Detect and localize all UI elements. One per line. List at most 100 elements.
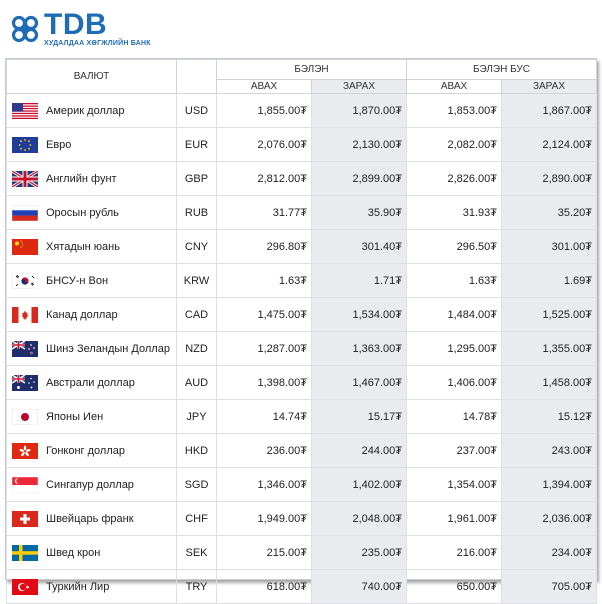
cash-sell-rate: 1,534.00₮ [311,297,407,332]
currency-name: Шинэ Зеландын Доллар [46,342,170,355]
currency-code: CAD [176,297,217,332]
cash-sell-rate: 15.17₮ [311,399,407,434]
noncash-column-header: БЭЛЭН БУС [406,59,597,80]
noncash-buy-rate: 2,082.00₮ [406,127,502,162]
currency-code: RUB [176,195,217,230]
noncash-sell-rate: 2,890.00₮ [501,161,597,196]
table-row: Евро EUR 2,076.00₮ 2,130.00₮ 2,082.00₮ 2,124.… [6,127,597,162]
cash-sell-rate: 235.00₮ [311,535,407,570]
cash-sell-rate: 2,899.00₮ [311,161,407,196]
noncash-sell-rate: 1,525.00₮ [501,297,597,332]
noncash-buy-rate: 2,826.00₮ [406,161,502,196]
cash-buy-rate: 215.00₮ [216,535,312,570]
cash-column-header: БЭЛЭН [216,59,407,80]
noncash-buy-rate: 1,961.00₮ [406,501,502,536]
us-flag-icon [12,102,38,119]
gb-flag-icon [12,170,38,187]
currency-name: Америк доллар [46,104,125,117]
cn-flag-icon [12,238,38,255]
currency-cell: Японы Иен [6,399,177,434]
currency-name: Сингапур доллар [46,478,134,491]
ch-flag-icon [12,510,38,527]
currency-code: EUR [176,127,217,162]
currency-code: JPY [176,399,217,434]
noncash-sell-rate: 234.00₮ [501,535,597,570]
cash-sell-rate: 1,363.00₮ [311,331,407,366]
currency-name: Швед крон [46,546,101,559]
cash-buy-rate: 1,287.00₮ [216,331,312,366]
currency-cell: Гонконг доллар [6,433,177,468]
cash-sell-rate: 2,130.00₮ [311,127,407,162]
cash-sell-header: ЗАРАХ [311,79,407,94]
cash-buy-rate: 1,346.00₮ [216,467,312,502]
cash-sell-rate: 1,467.00₮ [311,365,407,400]
table-row: Швейцарь франк CHF 1,949.00₮ 2,048.00₮ 1,961… [6,501,597,536]
noncash-buy-rate: 1,406.00₮ [406,365,502,400]
noncash-buy-rate: 1,853.00₮ [406,93,502,128]
currency-code: CNY [176,229,217,264]
currency-name: Хятадын юань [46,240,120,253]
ru-flag-icon [12,204,38,221]
currency-name: Туркийн Лир [46,580,110,593]
noncash-buy-rate: 216.00₮ [406,535,502,570]
currency-cell: Хятадын юань [6,229,177,264]
currency-cell: Канад доллар [6,297,177,332]
table-row: Туркийн Лир TRY 618.00₮ 740.00₮ 650.00₮ 705.0… [6,569,597,604]
cash-buy-rate: 236.00₮ [216,433,312,468]
currency-code: KRW [176,263,217,298]
brand-name: TDB [44,8,108,41]
exchange-rate-table: ВАЛЮТ БЭЛЭН БЭЛЭН БУС АВАХ ЗАРАХ АВАХ ЗА… [5,58,597,604]
currency-cell: Оросын рубль [6,195,177,230]
currency-name: Гонконг доллар [46,444,125,457]
cash-sell-rate: 1.71₮ [311,263,407,298]
currency-cell: БНСУ-н Вон [6,263,177,298]
cash-buy-rate: 1,475.00₮ [216,297,312,332]
noncash-sell-rate: 35.20₮ [501,195,597,230]
cash-buy-rate: 296.80₮ [216,229,312,264]
kr-flag-icon [12,272,38,289]
code-column-header [176,59,217,94]
table-row: Японы Иен JPY 14.74₮ 15.17₮ 14.78₮ 15.12₮ [6,399,597,434]
currency-name: Оросын рубль [46,206,119,219]
cash-sell-rate: 1,402.00₮ [311,467,407,502]
table-row: Австрали доллар AUD 1,398.00₮ 1,467.00₮ 1,40… [6,365,597,400]
noncash-sell-rate: 15.12₮ [501,399,597,434]
cash-buy-rate: 1,949.00₮ [216,501,312,536]
currency-name: БНСУ-н Вон [46,274,109,287]
cash-sell-rate: 740.00₮ [311,569,407,604]
currency-name: Японы Иен [46,410,104,423]
currency-name: Английн фунт [46,172,117,185]
noncash-sell-rate: 705.00₮ [501,569,597,604]
tdb-logo[interactable]: TDB ХУДАЛДАА ХӨГЖЛИЙН БАНК [10,8,151,50]
currency-name: Канад доллар [46,308,118,321]
eu-flag-icon [12,136,38,153]
cash-sell-rate: 1,870.00₮ [311,93,407,128]
noncash-buy-rate: 237.00₮ [406,433,502,468]
au-flag-icon [12,374,38,391]
cash-sell-rate: 301.40₮ [311,229,407,264]
currency-code: HKD [176,433,217,468]
currency-cell: Сингапур доллар [6,467,177,502]
noncash-buy-rate: 1,484.00₮ [406,297,502,332]
cash-buy-rate: 14.74₮ [216,399,312,434]
cash-sell-rate: 35.90₮ [311,195,407,230]
currency-code: SEK [176,535,217,570]
currency-code: USD [176,93,217,128]
noncash-sell-header: ЗАРАХ [501,79,597,94]
noncash-buy-header: АВАХ [406,79,502,94]
noncash-buy-rate: 650.00₮ [406,569,502,604]
cash-sell-rate: 2,048.00₮ [311,501,407,536]
noncash-buy-rate: 1,295.00₮ [406,331,502,366]
cash-buy-rate: 2,812.00₮ [216,161,312,196]
table-row: Шинэ Зеландын Доллар NZD 1,287.00₮ 1,363.00… [6,331,597,366]
table-row: Оросын рубль RUB 31.77₮ 35.90₮ 31.93₮ 35.20₮ [6,195,597,230]
currency-code: NZD [176,331,217,366]
currency-code: GBP [176,161,217,196]
noncash-sell-rate: 243.00₮ [501,433,597,468]
cash-buy-rate: 31.77₮ [216,195,312,230]
table-row: Гонконг доллар HKD 236.00₮ 244.00₮ 237.00₮ 24… [6,433,597,468]
table-row: Английн фунт GBP 2,812.00₮ 2,899.00₮ 2,826.0… [6,161,597,196]
noncash-sell-rate: 2,036.00₮ [501,501,597,536]
currency-cell: Шинэ Зеландын Доллар [6,331,177,366]
cash-sell-rate: 244.00₮ [311,433,407,468]
